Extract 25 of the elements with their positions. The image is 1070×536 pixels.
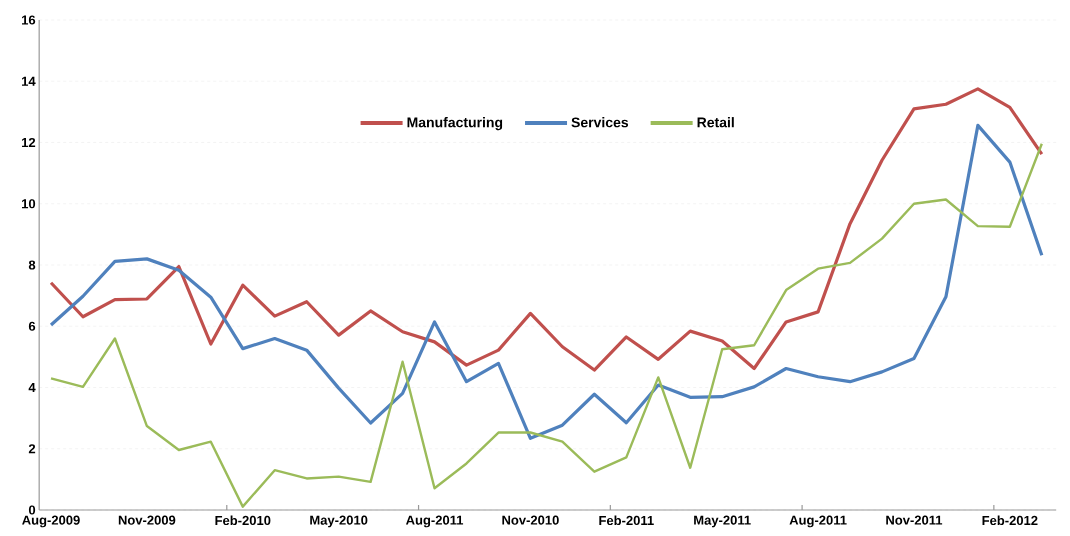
y-tick-label: 0 xyxy=(28,505,36,515)
y-tick-label: 2 xyxy=(28,444,36,454)
y-tick-label: 8 xyxy=(28,260,36,270)
x-tick-label: Feb-2012 xyxy=(982,515,1038,526)
x-tick-label: Aug-2011 xyxy=(405,515,464,528)
x-tick-label: May-2010 xyxy=(310,515,368,528)
y-tick-label: 4 xyxy=(28,383,36,392)
line-series xyxy=(49,142,1044,508)
line-series xyxy=(49,87,1044,372)
x-tick-label: Aug-2009 xyxy=(22,515,80,528)
x-tick-label: Nov-2009 xyxy=(118,515,176,525)
y-tick-label: 16 xyxy=(22,15,36,25)
x-tick-label: May-2011 xyxy=(694,515,751,528)
x-tick-label: Feb-2011 xyxy=(599,515,654,526)
x-tick-label: Feb-2010 xyxy=(215,515,271,526)
y-tick-label: 14 xyxy=(22,76,36,86)
y-tick-label: 10 xyxy=(22,199,36,209)
y-tick-label: 12 xyxy=(22,137,36,148)
x-tick-label: Nov-2010 xyxy=(502,515,559,525)
x-tick-label: Aug-2011 xyxy=(789,515,847,528)
legend-label: Retail xyxy=(697,117,734,128)
y-tick-label: 6 xyxy=(28,321,36,331)
x-tick-label: Nov-2011 xyxy=(886,515,943,525)
legend-label: Manufacturing xyxy=(407,117,503,131)
legend-label: Services xyxy=(571,117,629,128)
